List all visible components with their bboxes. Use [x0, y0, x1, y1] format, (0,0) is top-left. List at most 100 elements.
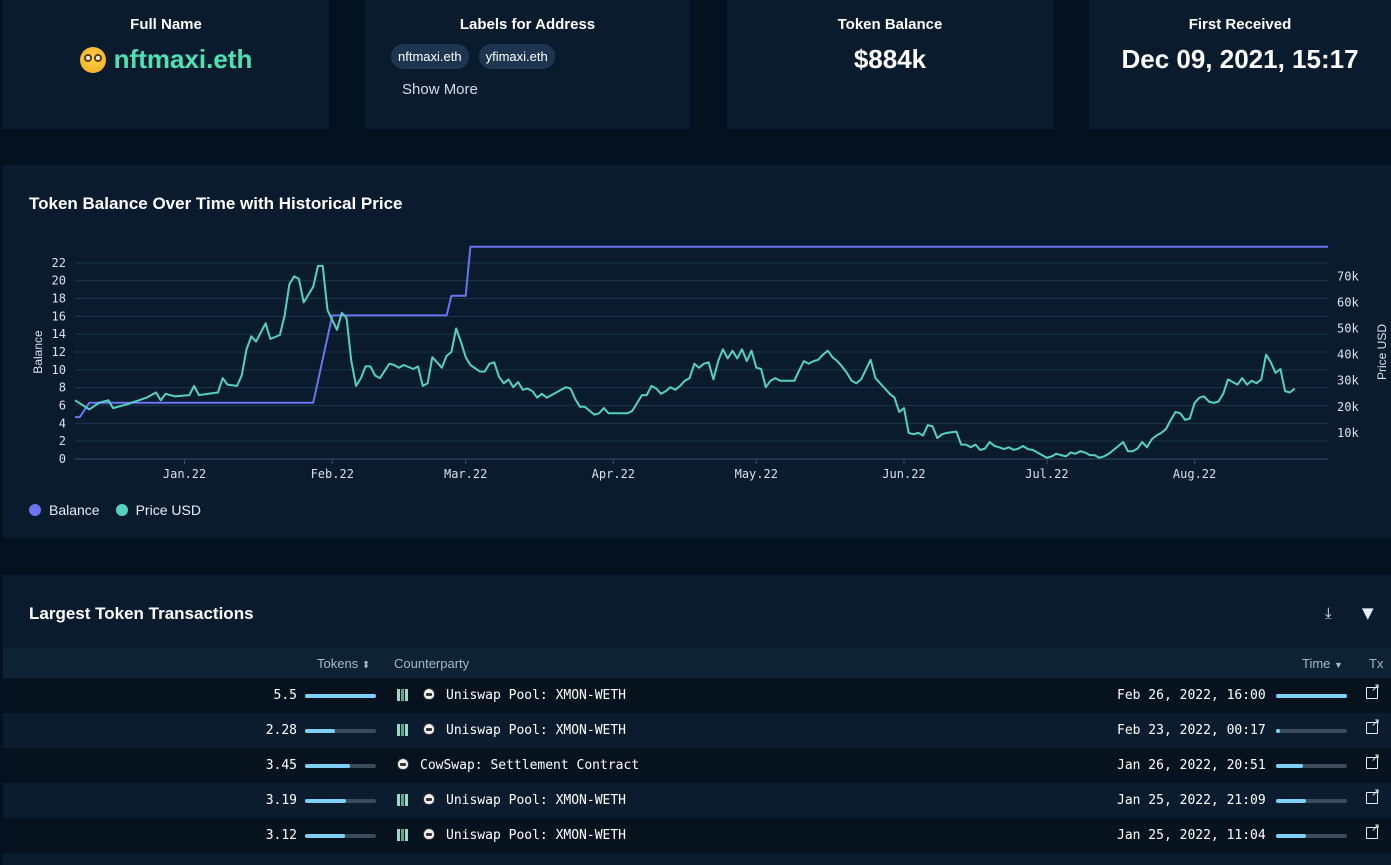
y-tick-label: 12 — [52, 345, 66, 359]
table-row[interactable]: 3.12 Uniswap Pool: XMON-WETH Jan 25, 2022,… — [3, 818, 1391, 853]
balance-price-chart[interactable]: 0 2 4 6 8 10 12 14 16 18 20 22 10k 20k 30k 40k 50k 60k 70k… — [0, 0, 1391, 500]
x-tick-label: Apr.22 — [592, 467, 635, 481]
counterparty-link[interactable]: CowSwap: Settlement Contract — [420, 758, 640, 773]
table-row[interactable]: 3.45 CowSwap: Settlement Contract Jan 26, … — [3, 748, 1391, 783]
x-tick-label: Mar.22 — [444, 467, 487, 481]
y2-axis-title: Price USD — [1375, 324, 1389, 380]
cow-icon — [423, 688, 435, 700]
pool-icon — [397, 794, 408, 806]
y-tick-label: 8 — [59, 381, 66, 395]
ens-name-text: nftmaxi.eth — [113, 44, 253, 74]
y2-tick-label: 10k — [1337, 426, 1359, 440]
external-link-icon[interactable] — [1366, 716, 1380, 734]
show-more-link[interactable]: Show More — [402, 81, 478, 98]
cow-icon — [397, 758, 409, 770]
tokens-value: 2.28 — [265, 723, 297, 738]
counterparty-link[interactable]: Uniswap Pool: XMON-WETH — [446, 793, 627, 808]
time-bar — [1276, 729, 1347, 733]
time-value: Feb 26, 2022, 16:00 — [1117, 688, 1266, 703]
y-tick-label: 10 — [52, 363, 66, 377]
time-bar — [1276, 694, 1347, 698]
tokens-bar — [305, 834, 376, 838]
time-bar-fill — [1276, 694, 1347, 698]
y-tick-label: 22 — [52, 256, 66, 270]
x-tick-label: Jun.22 — [882, 467, 925, 481]
time-bar-fill — [1276, 764, 1303, 768]
price-color-dot — [115, 504, 128, 516]
column-label: Time — [1302, 656, 1331, 671]
y2-tick-label: 30k — [1337, 374, 1359, 388]
x-tick-label: Aug.22 — [1173, 467, 1216, 481]
column-header-tokens[interactable]: Tokens ⬍ — [317, 656, 370, 671]
tokens-value: 3.45 — [265, 758, 297, 773]
tokens-bar-fill — [305, 729, 335, 733]
tokens-bar — [305, 729, 376, 733]
cow-icon — [423, 828, 435, 840]
y2-tick-label: 60k — [1337, 295, 1359, 309]
y-tick-label: 14 — [52, 327, 66, 341]
x-tick-label: Feb.22 — [311, 467, 354, 481]
counterparty-link[interactable]: Uniswap Pool: XMON-WETH — [446, 828, 627, 843]
legend-item-balance[interactable]: Balance — [29, 502, 100, 518]
pool-icon — [397, 724, 408, 736]
ens-name[interactable]: nftmaxi.eth — [3, 44, 329, 75]
legend-label: Price USD — [135, 502, 201, 518]
legend-label: Balance — [49, 502, 100, 518]
nerd-face-icon — [79, 46, 106, 73]
sort-icon: ⬍ — [361, 660, 371, 671]
tokens-bar-fill — [305, 764, 350, 768]
tokens-bar-fill — [305, 694, 376, 698]
legend-item-price[interactable]: Price USD — [115, 502, 201, 518]
label-chip[interactable]: yfimaxi.eth — [478, 44, 555, 69]
external-link-icon[interactable] — [1366, 821, 1380, 839]
pool-icon — [397, 829, 408, 841]
tokens-bar — [305, 799, 376, 803]
tokens-bar — [305, 694, 376, 698]
y-tick-label: 0 — [59, 452, 66, 466]
token-balance-value: $884k — [853, 44, 927, 74]
time-value: Jan 25, 2022, 21:09 — [1117, 793, 1266, 808]
stat-title: Token Balance — [837, 16, 943, 33]
column-header-counterparty[interactable]: Counterparty — [394, 656, 470, 671]
time-bar — [1276, 764, 1347, 768]
label-chips: nftmaxi.eth yfimaxi.eth — [391, 44, 555, 69]
time-bar-fill — [1276, 799, 1306, 803]
column-header-time[interactable]: Time ▼ — [1302, 656, 1343, 671]
column-label: Tokens — [317, 656, 359, 671]
tokens-bar-fill — [305, 834, 345, 838]
time-bar-fill — [1276, 834, 1306, 838]
download-icon[interactable]: ⤓ — [1325, 604, 1332, 622]
chart-legend: Balance Price USD — [29, 502, 201, 518]
table-header: Tokens ⬍ Counterparty Time ▼ Tx — [3, 648, 1391, 678]
stat-card-full-name: Full Name nftmaxi.eth — [3, 0, 329, 129]
stat-card-first-received: First Received Dec 09, 2021, 15:17 — [1089, 0, 1391, 129]
stat-card-token-balance: Token Balance $884k — [727, 0, 1053, 129]
cow-icon — [423, 723, 435, 735]
counterparty-link[interactable]: Uniswap Pool: XMON-WETH — [446, 688, 627, 703]
table-row[interactable]: 5.5 Uniswap Pool: XMON-WETH Feb 26, 2022, … — [3, 678, 1391, 713]
y-tick-label: 16 — [52, 309, 66, 323]
y2-tick-label: 40k — [1337, 348, 1359, 362]
tokens-bar — [305, 764, 376, 768]
external-link-icon[interactable] — [1366, 786, 1380, 804]
tokens-value: 5.5 — [273, 688, 297, 703]
x-tick-label: May.22 — [735, 467, 778, 481]
counterparty-link[interactable]: Uniswap Pool: XMON-WETH — [446, 723, 627, 738]
time-bar — [1276, 834, 1347, 838]
time-bar-fill — [1276, 729, 1280, 733]
external-link-icon[interactable] — [1366, 751, 1380, 769]
x-tick-label: Jul.22 — [1025, 467, 1068, 481]
table-row[interactable]: 2.28 Uniswap Pool: XMON-WETH Feb 23, 2022,… — [3, 713, 1391, 748]
table-row[interactable]: 3.19 Uniswap Pool: XMON-WETH Jan 25, 2022,… — [3, 783, 1391, 818]
stat-title: First Received — [1188, 16, 1292, 33]
y-tick-label: 20 — [52, 274, 66, 288]
filter-icon[interactable]: ▼ — [1362, 604, 1374, 622]
external-link-icon[interactable] — [1366, 681, 1380, 699]
tokens-bar-fill — [305, 799, 346, 803]
y-tick-label: 18 — [52, 292, 66, 306]
column-header-tx[interactable]: Tx — [1369, 656, 1384, 671]
y-tick-label: 2 — [59, 434, 66, 448]
y-axis-title: Balance — [31, 330, 45, 374]
label-chip[interactable]: nftmaxi.eth — [391, 44, 469, 69]
cow-icon — [423, 793, 435, 805]
